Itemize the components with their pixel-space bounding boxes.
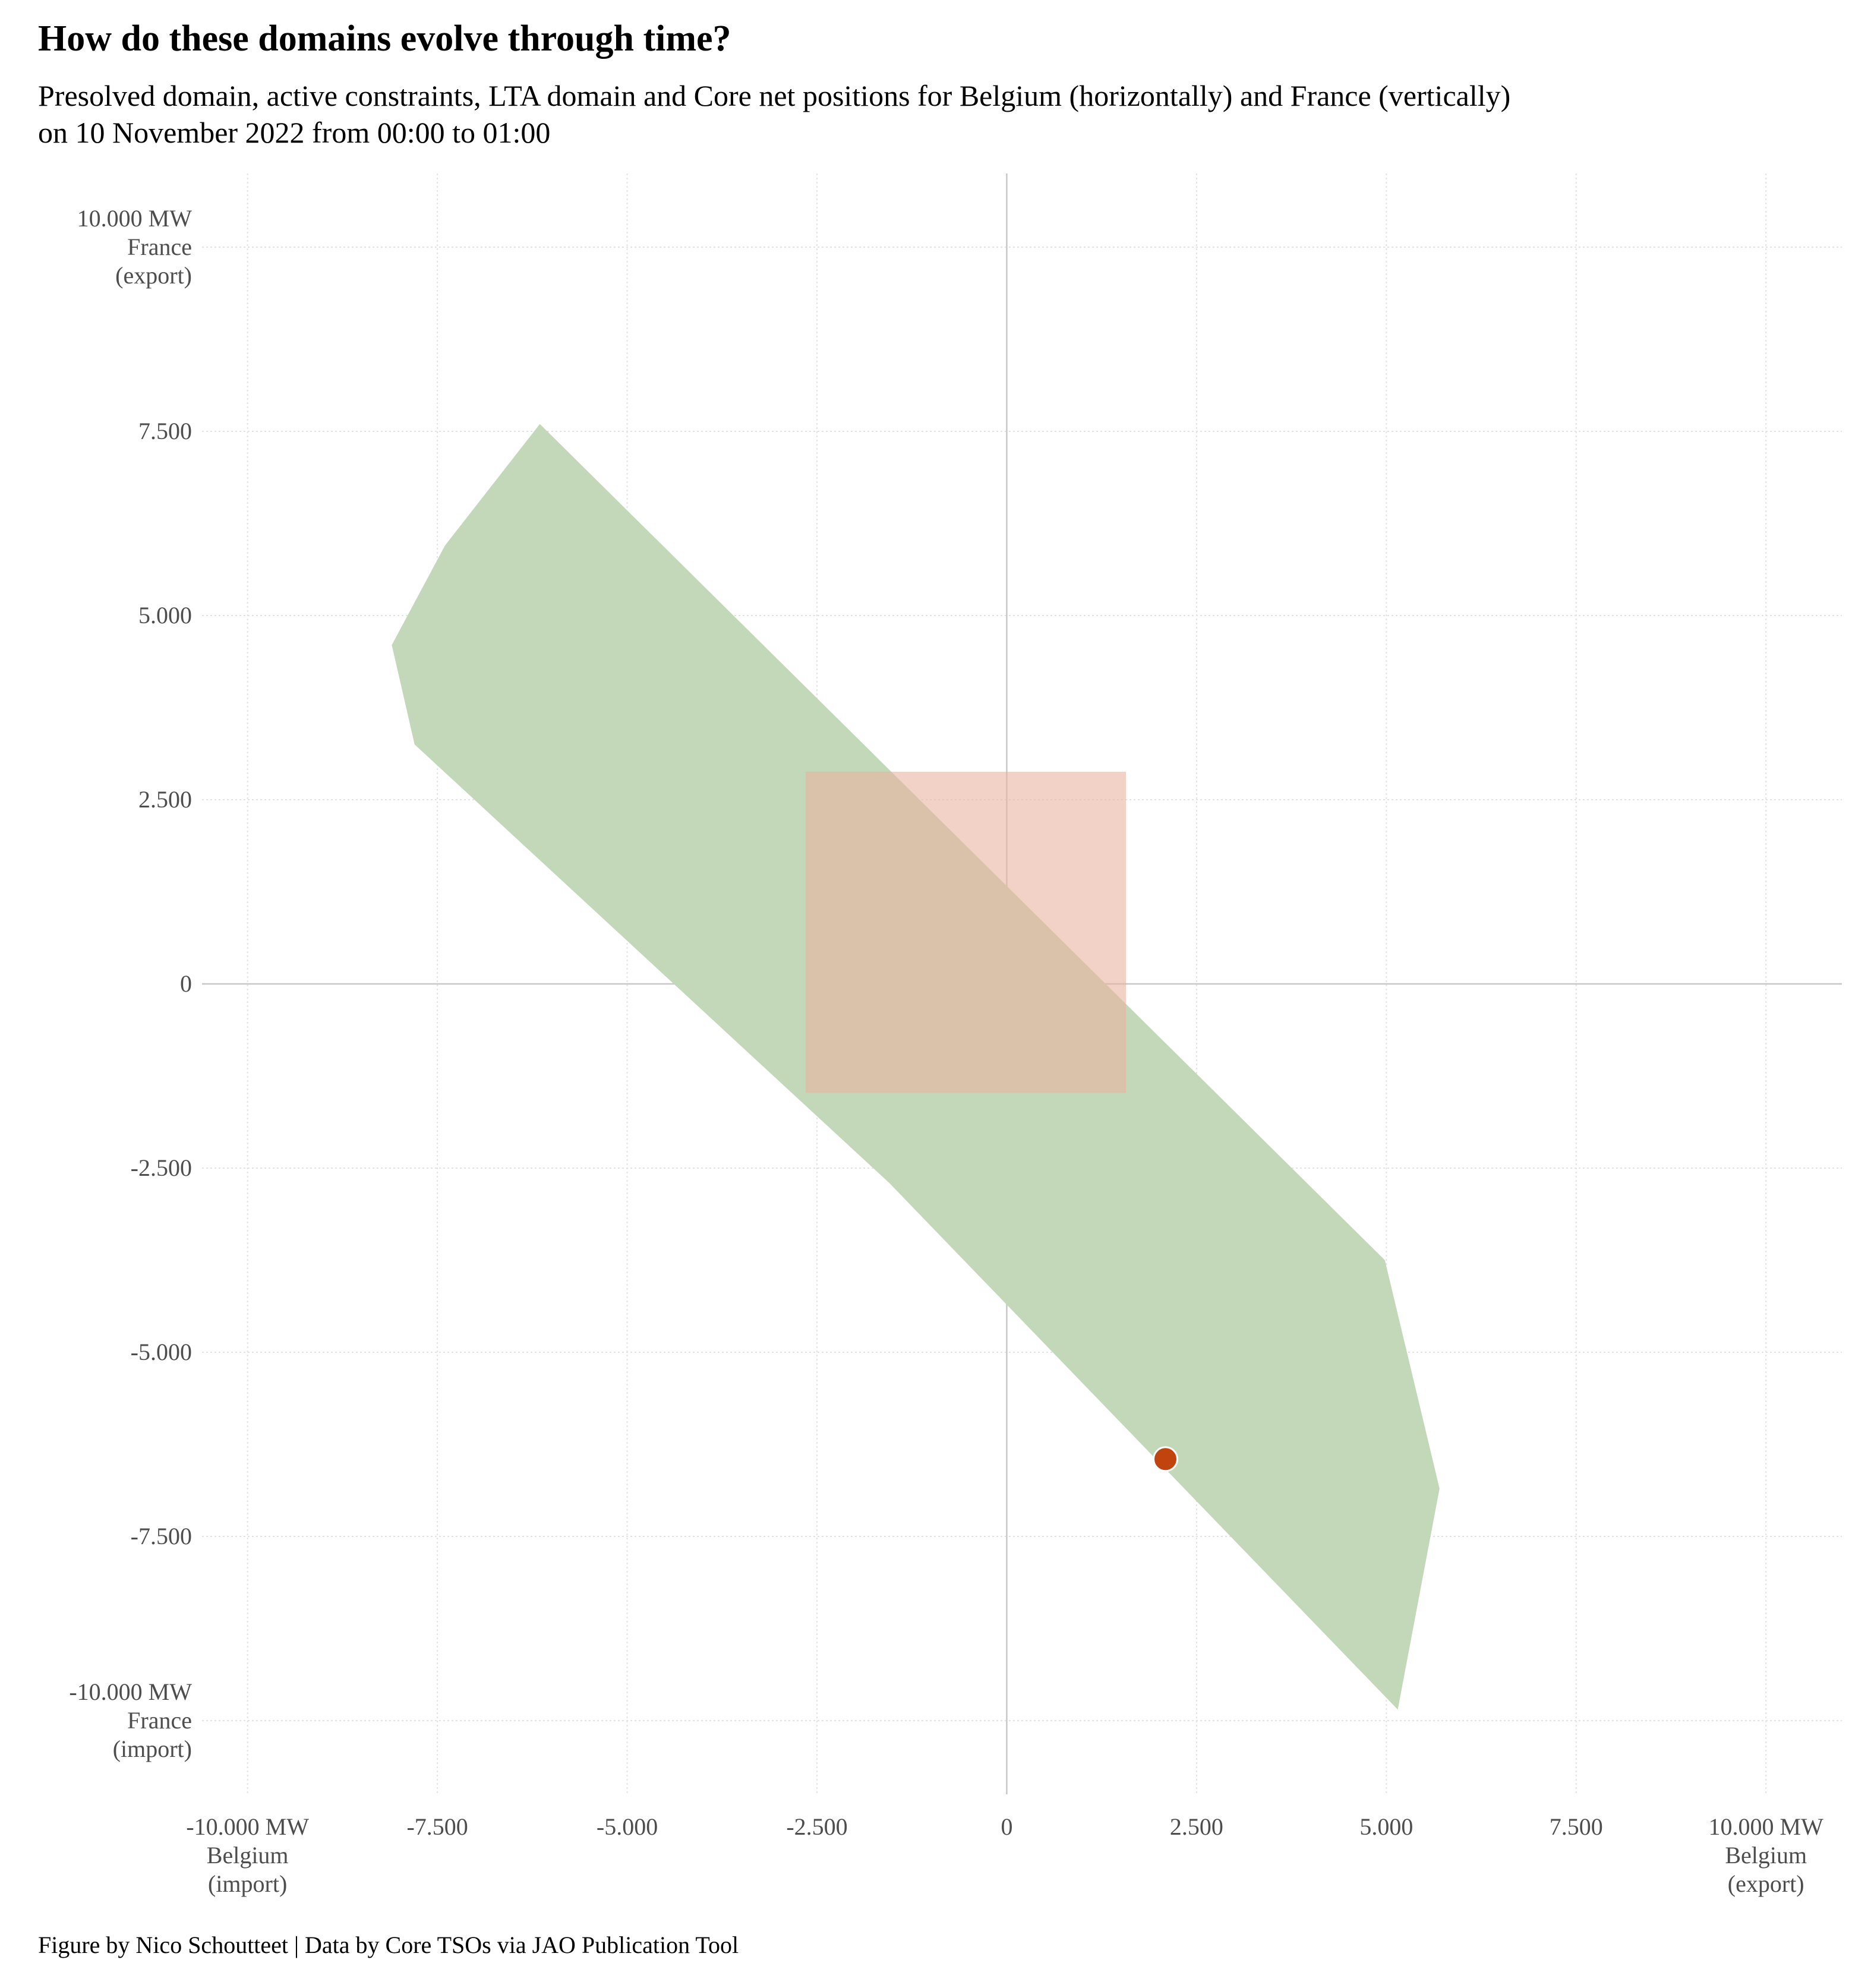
y-tick-label: -2.500: [131, 1154, 192, 1181]
y-tick-label-line: 2.500: [138, 786, 192, 813]
y-tick-label: 5.000: [138, 602, 192, 629]
x-tick-label: -5.000: [597, 1813, 658, 1840]
y-tick-label-line: 5.000: [138, 602, 192, 629]
x-tick-label-line: Belgium: [1725, 1842, 1807, 1869]
chart-caption: Figure by Nico Schoutteet | Data by Core…: [38, 1932, 739, 1958]
x-tick-labels: -10.000 MW Belgium (import)-7.500 -5.000 -2.…: [186, 1813, 1823, 1897]
y-tick-label: 2.500: [138, 786, 192, 813]
y-tick-label-line: France: [127, 1707, 192, 1734]
y-tick-label: -10.000 MW France (import): [69, 1678, 192, 1762]
x-tick-label-line: 7.500: [1550, 1813, 1603, 1840]
y-tick-label-line: -2.500: [131, 1154, 192, 1181]
x-tick-label-line: Belgium: [207, 1842, 289, 1869]
domains: [392, 424, 1440, 1710]
y-tick-label-line: 0: [180, 970, 192, 997]
x-tick-label-line: 5.000: [1359, 1813, 1413, 1840]
x-tick-label: -7.500: [406, 1813, 468, 1840]
x-tick-label: -2.500: [786, 1813, 847, 1840]
x-tick-label-line: (import): [208, 1870, 287, 1897]
y-tick-labels: 10.000 MW France (export)7.5005.0002.5000-…: [69, 205, 192, 1762]
y-tick-label-line: -5.000: [131, 1339, 192, 1365]
x-tick-label-line: -10.000 MW: [186, 1813, 309, 1840]
y-tick-label: 7.500: [138, 418, 192, 444]
y-tick-label-line: 10.000 MW: [77, 205, 193, 232]
x-tick-label: -10.000 MW Belgium (import): [186, 1813, 309, 1897]
y-tick-label-line: France: [127, 233, 192, 260]
x-tick-label-line: -7.500: [406, 1813, 468, 1840]
y-tick-label: 10.000 MW France (export): [77, 205, 193, 289]
x-tick-label-line: 2.500: [1170, 1813, 1223, 1840]
y-tick-label: -7.500: [131, 1523, 192, 1550]
x-tick-label-line: 10.000 MW: [1709, 1813, 1824, 1840]
chart-subtitle: Presolved domain, active constraints, LT…: [38, 77, 1820, 151]
net-position-point: [1153, 1446, 1178, 1472]
x-tick-label-line: -2.500: [786, 1813, 847, 1840]
x-tick-label: 10.000 MW Belgium (export): [1709, 1813, 1824, 1897]
x-tick-label: 2.500: [1170, 1813, 1223, 1840]
x-tick-label-line: 0: [1001, 1813, 1012, 1840]
y-tick-label-line: -7.500: [131, 1523, 192, 1550]
subtitle-line-1: Presolved domain, active constraints, LT…: [38, 79, 1511, 112]
subtitle-line-2: on 10 November 2022 from 00:00 to 01:00: [38, 116, 551, 149]
y-tick-label: 0: [180, 970, 192, 997]
y-tick-label-line: -10.000 MW: [69, 1678, 192, 1705]
x-tick-label: 7.500: [1550, 1813, 1603, 1840]
x-tick-label-line: (export): [1728, 1870, 1804, 1897]
chart-title: How do these domains evolve through time…: [38, 18, 731, 59]
y-tick-label-line: 7.500: [138, 418, 192, 444]
x-tick-label: 5.000: [1359, 1813, 1413, 1840]
x-tick-label-line: -5.000: [597, 1813, 658, 1840]
y-tick-label: -5.000: [131, 1339, 192, 1365]
x-tick-label: 0: [1001, 1813, 1012, 1840]
net-positions: [1153, 1446, 1178, 1472]
lta-domain-rect: [805, 771, 1127, 1093]
y-tick-label-line: (import): [113, 1735, 192, 1762]
y-tick-label-line: (export): [115, 262, 192, 289]
